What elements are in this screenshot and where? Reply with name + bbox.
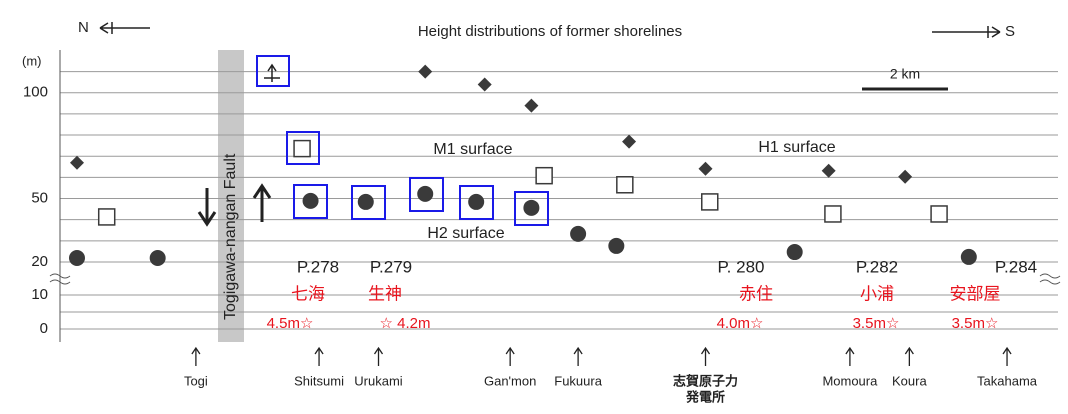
location-arrow (314, 346, 324, 366)
fault-band (218, 50, 244, 342)
y-unit: (m) (22, 53, 42, 68)
location-label: 志賀原子力 (673, 373, 738, 388)
location-arrow (373, 346, 384, 366)
point (357, 193, 374, 210)
page-label: P. 280 (718, 257, 765, 276)
point (616, 176, 634, 194)
south-arrow (932, 26, 1001, 38)
point (786, 244, 803, 261)
height-label: ☆ 4.2m (380, 315, 431, 332)
y-tick-label: 50 (31, 189, 48, 206)
south-label: S (1005, 23, 1015, 40)
page-label: P.282 (856, 257, 898, 276)
surface-label: H1 surface (758, 139, 835, 156)
height-label: 3.5m☆ (952, 315, 999, 332)
point (149, 249, 166, 266)
down-arrow (197, 188, 217, 227)
location-arrow (700, 346, 711, 366)
location-label: Togi (184, 373, 208, 388)
point (418, 64, 433, 79)
place-label: 七海 (291, 284, 325, 303)
point (898, 169, 913, 184)
location-label: Shitsumi (294, 373, 344, 388)
surface-label: M1 surface (433, 141, 512, 158)
location-label: Fukuura (554, 373, 602, 388)
point (69, 155, 84, 170)
location-label: Takahama (977, 373, 1038, 388)
y-tick-label: 0 (40, 320, 48, 337)
north-label: N (78, 19, 89, 36)
axis-break (49, 273, 1061, 285)
place-label: 小浦 (860, 284, 894, 303)
point (960, 248, 977, 265)
point (68, 249, 85, 266)
highlight-boxes (256, 55, 549, 226)
point (524, 98, 539, 113)
y-tick-label: 100 (23, 84, 48, 101)
point (302, 192, 319, 209)
point (468, 193, 485, 210)
page-label: P.284 (995, 257, 1037, 276)
point (622, 134, 637, 149)
chart-title: Height distributions of former shoreline… (418, 23, 682, 40)
north-arrow (99, 22, 150, 34)
fault-label: Togigawa-nangan Fault (222, 153, 239, 320)
location-arrow (505, 346, 515, 366)
location-arrow (845, 346, 855, 366)
point (608, 237, 625, 254)
location-arrow (573, 346, 583, 366)
point (535, 166, 553, 185)
height-label: 3.5m☆ (853, 315, 900, 332)
point (701, 193, 719, 211)
point (930, 205, 948, 223)
point (698, 161, 713, 176)
page-label: P.279 (370, 257, 412, 276)
point (97, 208, 116, 226)
point (821, 163, 836, 178)
location-arrow (191, 346, 201, 366)
y-tick-label: 10 (31, 286, 48, 303)
height-label: 4.0m☆ (717, 315, 764, 332)
location-label: Gan'mon (484, 373, 536, 388)
location-arrow (1002, 346, 1012, 366)
offscale-marker (264, 63, 280, 82)
height-label: 4.5m☆ (267, 315, 314, 332)
point (293, 139, 311, 158)
point (523, 199, 540, 216)
scale-label: 2 km (890, 66, 920, 82)
location-label: 発電所 (685, 389, 725, 404)
up-arrow (252, 183, 272, 222)
place-label: 安部屋 (950, 284, 1001, 303)
location-label: Koura (892, 373, 927, 388)
surface-label: H2 surface (427, 225, 504, 242)
location-label: Urukami (354, 373, 403, 388)
place-label: 赤住 (739, 284, 773, 303)
y-tick-label: 20 (31, 253, 48, 270)
point (570, 225, 587, 242)
point (824, 205, 842, 223)
point (417, 185, 434, 202)
location-arrow (904, 346, 914, 366)
place-label: 生神 (368, 284, 402, 303)
point (477, 77, 492, 92)
page-label: P.278 (297, 257, 339, 276)
location-label: Momoura (822, 373, 878, 388)
